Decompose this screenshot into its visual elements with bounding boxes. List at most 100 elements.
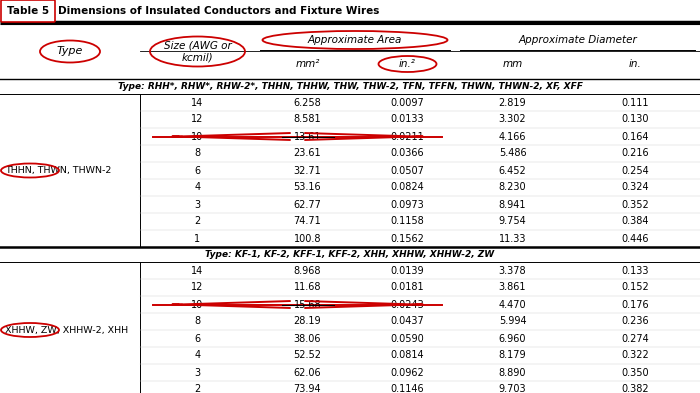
- Text: 4: 4: [195, 351, 201, 360]
- Text: 3.378: 3.378: [498, 266, 526, 275]
- Text: Type: KF-1, KF-2, KFF-1, KFF-2, XHH, XHHW, XHHW-2, ZW: Type: KF-1, KF-2, KFF-1, KFF-2, XHH, XHH…: [205, 250, 495, 259]
- Text: 8.179: 8.179: [498, 351, 526, 360]
- Text: 0.0181: 0.0181: [391, 283, 424, 292]
- Text: 100.8: 100.8: [294, 233, 321, 244]
- Text: 0.350: 0.350: [621, 367, 649, 378]
- Text: 0.0139: 0.0139: [391, 266, 424, 275]
- Text: XHHW, ZW, XHHW-2, XHH: XHHW, ZW, XHHW-2, XHH: [5, 325, 128, 334]
- Text: 0.352: 0.352: [621, 200, 649, 209]
- Text: 6: 6: [195, 165, 201, 176]
- Text: 3.861: 3.861: [498, 283, 526, 292]
- Text: 0.0824: 0.0824: [391, 182, 424, 193]
- Text: 2: 2: [195, 217, 201, 226]
- Text: Size (AWG or
kcmil): Size (AWG or kcmil): [164, 41, 232, 62]
- Text: 0.130: 0.130: [622, 114, 649, 125]
- Text: mm: mm: [503, 59, 523, 69]
- Text: 28.19: 28.19: [294, 316, 321, 327]
- Text: 0.0973: 0.0973: [391, 200, 424, 209]
- Text: Dimensions of Insulated Conductors and Fixture Wires: Dimensions of Insulated Conductors and F…: [58, 6, 379, 16]
- Text: 11.33: 11.33: [498, 233, 526, 244]
- Text: 1: 1: [195, 233, 201, 244]
- Text: 12: 12: [191, 283, 204, 292]
- Text: 74.71: 74.71: [293, 217, 321, 226]
- Text: 32.71: 32.71: [293, 165, 321, 176]
- Text: 6: 6: [195, 334, 201, 343]
- Text: 12: 12: [191, 114, 204, 125]
- Text: 8.230: 8.230: [498, 182, 526, 193]
- Text: 3.302: 3.302: [498, 114, 526, 125]
- Text: 0.1158: 0.1158: [391, 217, 424, 226]
- Text: 0.1562: 0.1562: [391, 233, 424, 244]
- Text: 3: 3: [195, 367, 201, 378]
- Text: 8.581: 8.581: [294, 114, 321, 125]
- Text: 8: 8: [195, 149, 201, 158]
- Text: 0.0962: 0.0962: [391, 367, 424, 378]
- Text: 0.382: 0.382: [621, 384, 649, 393]
- Text: 2.819: 2.819: [498, 97, 526, 108]
- Text: 8.968: 8.968: [294, 266, 321, 275]
- Text: 4.470: 4.470: [498, 299, 526, 310]
- Text: 6.452: 6.452: [498, 165, 526, 176]
- Text: 5.994: 5.994: [498, 316, 526, 327]
- FancyBboxPatch shape: [1, 0, 55, 22]
- Text: 8.890: 8.890: [498, 367, 526, 378]
- Text: 4: 4: [195, 182, 201, 193]
- Text: 8.941: 8.941: [498, 200, 526, 209]
- Text: 9.703: 9.703: [498, 384, 526, 393]
- Text: Approximate Area: Approximate Area: [308, 35, 402, 45]
- Text: 14: 14: [191, 97, 204, 108]
- Text: 10: 10: [191, 299, 204, 310]
- Text: 0.384: 0.384: [622, 217, 649, 226]
- Text: 3: 3: [195, 200, 201, 209]
- Text: 2: 2: [195, 384, 201, 393]
- Text: 0.111: 0.111: [622, 97, 649, 108]
- Text: 8: 8: [195, 316, 201, 327]
- Text: 10: 10: [191, 132, 204, 141]
- Text: 4.166: 4.166: [498, 132, 526, 141]
- Text: 0.254: 0.254: [621, 165, 649, 176]
- Text: 0.324: 0.324: [621, 182, 649, 193]
- Text: 0.0590: 0.0590: [391, 334, 424, 343]
- Text: 0.152: 0.152: [621, 283, 649, 292]
- Text: 0.164: 0.164: [622, 132, 649, 141]
- Text: 0.0243: 0.0243: [391, 299, 424, 310]
- Text: 0.0097: 0.0097: [391, 97, 424, 108]
- Text: 13.61: 13.61: [294, 132, 321, 141]
- Text: 11.68: 11.68: [294, 283, 321, 292]
- Text: 0.0211: 0.0211: [391, 132, 424, 141]
- Text: in.²: in.²: [399, 59, 416, 69]
- Text: Type: RHH*, RHW*, RHW-2*, THHN, THHW, THW, THW-2, TFN, TFFN, THWN, THWN-2, XF, X: Type: RHH*, RHW*, RHW-2*, THHN, THHW, TH…: [118, 82, 582, 91]
- Text: 0.0437: 0.0437: [391, 316, 424, 327]
- Text: 0.322: 0.322: [621, 351, 649, 360]
- Text: 6.258: 6.258: [293, 97, 321, 108]
- Text: 0.176: 0.176: [621, 299, 649, 310]
- Text: 0.236: 0.236: [621, 316, 649, 327]
- Text: Table 5: Table 5: [7, 6, 49, 16]
- Text: mm²: mm²: [295, 59, 320, 69]
- Text: 6.960: 6.960: [498, 334, 526, 343]
- Text: 62.77: 62.77: [293, 200, 321, 209]
- Text: 9.754: 9.754: [498, 217, 526, 226]
- Text: 38.06: 38.06: [294, 334, 321, 343]
- Text: 0.0507: 0.0507: [391, 165, 424, 176]
- Text: Type: Type: [57, 46, 83, 57]
- Text: 0.274: 0.274: [621, 334, 649, 343]
- Text: 73.94: 73.94: [294, 384, 321, 393]
- Text: 5.486: 5.486: [498, 149, 526, 158]
- Text: 0.1146: 0.1146: [391, 384, 424, 393]
- Text: THHN, THWN, THWN-2: THHN, THWN, THWN-2: [5, 166, 111, 175]
- Text: 0.133: 0.133: [622, 266, 649, 275]
- Text: 0.0814: 0.0814: [391, 351, 424, 360]
- Text: 62.06: 62.06: [294, 367, 321, 378]
- Text: 0.0366: 0.0366: [391, 149, 424, 158]
- Text: 0.446: 0.446: [622, 233, 649, 244]
- Text: 0.216: 0.216: [621, 149, 649, 158]
- Text: 14: 14: [191, 266, 204, 275]
- Text: 52.52: 52.52: [293, 351, 321, 360]
- Text: 15.68: 15.68: [294, 299, 321, 310]
- Text: 0.0133: 0.0133: [391, 114, 424, 125]
- Text: in.: in.: [629, 59, 641, 69]
- Text: 53.16: 53.16: [294, 182, 321, 193]
- Text: Approximate Diameter: Approximate Diameter: [518, 35, 637, 45]
- Text: 23.61: 23.61: [294, 149, 321, 158]
